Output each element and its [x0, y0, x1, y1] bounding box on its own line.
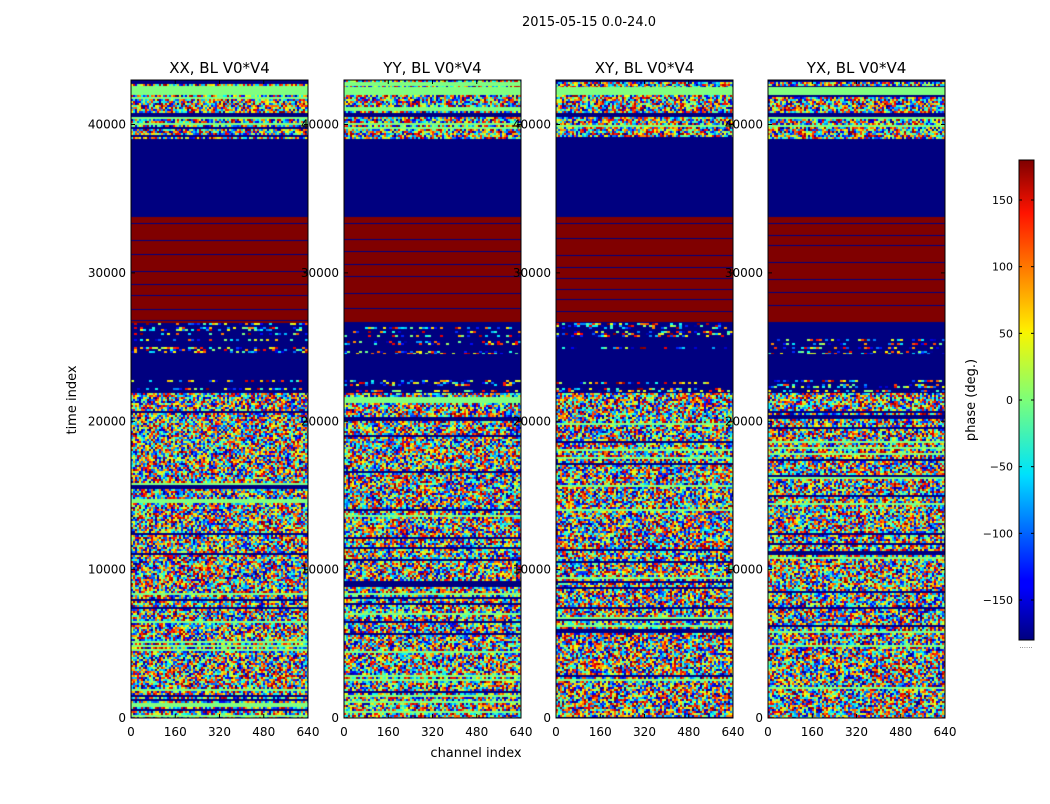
colorbar-tick-label: 100 [992, 261, 1013, 274]
y-tick-label: 10000 [88, 563, 126, 577]
y-tick-label: 40000 [725, 118, 763, 132]
y-tick-label: 30000 [88, 266, 126, 280]
x-tick-label: 320 [208, 725, 231, 739]
y-tick-label: 0 [331, 711, 339, 725]
y-tick-label: 30000 [301, 266, 339, 280]
colorbar-tick-label: −50 [990, 461, 1013, 474]
x-tick-label: 160 [164, 725, 187, 739]
x-tick-label: 0 [764, 725, 772, 739]
y-tick-label: 20000 [88, 414, 126, 428]
y-tick-label: 10000 [301, 563, 339, 577]
y-tick-label: 20000 [725, 414, 763, 428]
x-tick-label: 640 [934, 725, 957, 739]
phase-image [344, 80, 521, 718]
y-axis-label: time index [65, 365, 80, 434]
y-tick-label: 30000 [513, 266, 551, 280]
x-tick-label: 480 [677, 725, 700, 739]
x-tick-label: 480 [252, 725, 275, 739]
panel-yx: YX, BL V0*V4 0 160 320 480 640 0 10000 20000 3000… [725, 59, 957, 739]
y-tick-label: 30000 [725, 266, 763, 280]
panel-yy: YY, BL V0*V4 0 160 320 480 640 0 10000 20000 3000… [301, 59, 533, 739]
panel-title: YY, BL V0*V4 [382, 59, 481, 77]
y-tick-label: 20000 [513, 414, 551, 428]
phase-image [768, 80, 945, 718]
x-tick-label: 640 [722, 725, 745, 739]
x-axis-label: channel index [430, 746, 521, 761]
x-tick-label: 0 [340, 725, 348, 739]
phase-image [556, 80, 733, 718]
panel-xx: XX, BL V0*V4 0 160 320 480 640 0 10000 20000 3000… [88, 59, 320, 739]
x-tick-label: 640 [510, 725, 533, 739]
y-tick-label: 0 [543, 711, 551, 725]
figure-suptitle: 2015-05-15 0.0-24.0 [522, 15, 656, 30]
phase-heatmap [768, 80, 945, 718]
panel-title: XY, BL V0*V4 [595, 59, 695, 77]
x-tick-label: 160 [801, 725, 824, 739]
x-tick-label: 320 [633, 725, 656, 739]
x-tick-label: 480 [465, 725, 488, 739]
colorbar-tick-label: −150 [983, 594, 1013, 607]
x-tick-label: 160 [377, 725, 400, 739]
y-tick-label: 0 [755, 711, 763, 725]
y-tick-label: 10000 [725, 563, 763, 577]
colorbar-tick-label: −100 [983, 527, 1013, 540]
y-tick-label: 40000 [513, 118, 551, 132]
colorbar-footer: ...... [1019, 642, 1032, 650]
colorbar: 150 100 50 0 −50 −100 −150 phase (deg.) ...... [964, 159, 1035, 650]
colorbar-tick-label: 50 [999, 327, 1013, 340]
x-tick-label: 480 [889, 725, 912, 739]
x-tick-label: 0 [127, 725, 135, 739]
x-tick-label: 160 [589, 725, 612, 739]
panel-title: XX, BL V0*V4 [169, 59, 270, 77]
y-tick-label: 40000 [301, 118, 339, 132]
colorbar-label: phase (deg.) [964, 359, 979, 441]
phase-image [131, 80, 308, 718]
y-tick-label: 10000 [513, 563, 551, 577]
phase-heatmap [556, 80, 733, 718]
x-tick-label: 640 [297, 725, 320, 739]
x-tick-label: 320 [845, 725, 868, 739]
phase-heatmap [344, 80, 521, 718]
colorbar-tick-label: 150 [992, 194, 1013, 207]
panel-title: YX, BL V0*V4 [806, 59, 907, 77]
x-tick-label: 320 [421, 725, 444, 739]
phase-heatmap [131, 80, 308, 718]
y-tick-label: 20000 [301, 414, 339, 428]
x-tick-label: 0 [552, 725, 560, 739]
y-tick-label: 40000 [88, 118, 126, 132]
panel-xy: XY, BL V0*V4 0 160 320 480 640 0 10000 20000 3000… [513, 59, 745, 739]
y-tick-label: 0 [118, 711, 126, 725]
colorbar-tick-label: 0 [1006, 394, 1013, 407]
